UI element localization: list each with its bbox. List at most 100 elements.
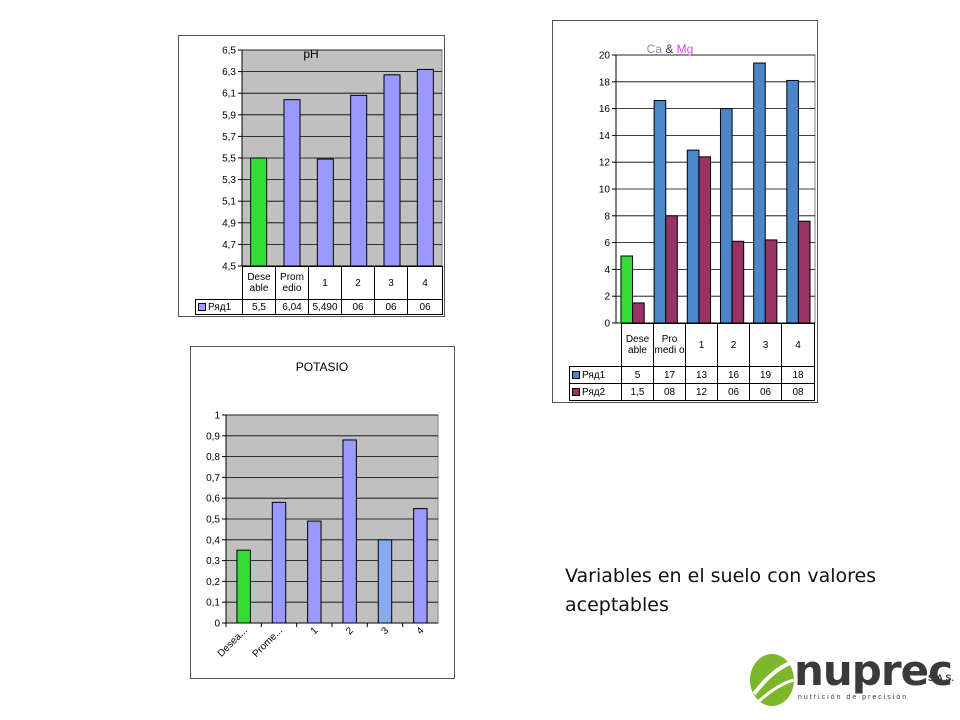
potasio-bar [307, 520, 322, 624]
ph-bar [416, 68, 434, 267]
ca-mg-chart-svg: 0 2 4 6 8 10 12 14 16 18 20 Ca & Mg [599, 42, 816, 330]
ph-category-label: Prom edio [275, 266, 309, 300]
ca-mg-bar [753, 62, 766, 324]
potasio-y-tick-label: 1 [214, 411, 220, 422]
potasio-y-tick-label: 0,2 [206, 577, 220, 588]
ca-mg-y-tick-label: 8 [604, 211, 610, 222]
ca-mg-bar [797, 220, 811, 324]
ca-mg-table-value: 5 [621, 366, 654, 384]
ca-mg-legend-entry: Ряд2 [569, 383, 622, 401]
ca-mg-table-series1-row: Ряд1 5 17 13 16 19 18 [569, 366, 815, 384]
ph-table-value: 6,04 [275, 299, 309, 315]
ca-mg-bar [686, 149, 700, 324]
logo-suffix: S.A.S. [928, 673, 955, 683]
ph-series-name: Ряд1 [208, 301, 232, 313]
ca-mg-table-value: 12 [685, 383, 718, 401]
ph-table-value: 5,490 [308, 299, 342, 315]
ph-y-tick-label: 5,1 [222, 197, 236, 208]
ca-mg-table-category-row: Dese able Pro medi o 1 2 3 4 [570, 323, 815, 367]
potasio-x-tick-label: 1 [309, 625, 321, 637]
ph-y-tick-label: 4,5 [222, 262, 236, 273]
potasio-bar [413, 508, 428, 624]
ca-mg-table-series2-row: Ряд2 1,5 08 12 06 06 08 [569, 383, 815, 401]
ph-y-tick-label: 5,7 [222, 132, 236, 143]
potasio-y-tick-label: 0,6 [206, 494, 220, 505]
potasio-x-tick-label: Desea... [216, 625, 250, 659]
ph-category-label: 1 [308, 266, 342, 300]
ca-mg-category-label: 3 [749, 323, 782, 367]
ca-mg-y-tick-label: 6 [604, 238, 610, 249]
ph-table-value: 06 [341, 299, 375, 315]
ph-y-tick-label: 6,3 [222, 67, 236, 78]
ca-mg-legend-entry: Ряд1 [569, 366, 622, 384]
ph-y-tick-label: 5,9 [222, 110, 236, 121]
potasio-x-tick-label: 2 [344, 625, 356, 637]
ph-bar [316, 158, 334, 267]
potasio-y-tick-label: 0,8 [206, 452, 220, 463]
ca-mg-y-tick-label: 18 [599, 77, 611, 88]
ph-data-table: Dese able Prom edio 1 2 3 4 Ряд1 5,5 6,0… [195, 266, 443, 315]
ca-mg-table-value: 17 [653, 366, 686, 384]
potasio-x-tick-label: 3 [379, 625, 391, 637]
ca-mg-series-name: Ряд1 [582, 369, 606, 381]
ca-mg-category-label: 4 [781, 323, 815, 367]
ca-mg-table-value: 16 [717, 366, 750, 384]
ph-y-tick-label: 6,1 [222, 89, 236, 100]
ca-mg-y-tick-label: 16 [599, 104, 611, 115]
ph-table-series-row: Ряд1 5,5 6,04 5,490 06 06 06 [195, 299, 443, 315]
ca-mg-category-label: 2 [717, 323, 750, 367]
ca-mg-table-value: 13 [685, 366, 718, 384]
ca-mg-bar [665, 215, 678, 324]
ca-mg-y-tick-label: 4 [604, 265, 610, 276]
slide-caption: Variables en el suelo con valores acepta… [565, 565, 877, 616]
ph-table-value: 5,5 [242, 299, 276, 315]
ca-mg-chart: 0 2 4 6 8 10 12 14 16 18 20 Ca & Mg Dese able Pro m… [552, 20, 818, 403]
ca-mg-y-tick-label: 0 [604, 319, 610, 330]
leaf-logo-icon [750, 654, 795, 706]
ph-y-tick-label: 4,9 [222, 218, 236, 229]
ca-mg-data-table: Dese able Pro medi o 1 2 3 4 Ряд1 5 17 1… [569, 323, 815, 401]
ph-chart-svg: 4,5 4,7 4,9 5,1 5,3 5,5 5,7 5,9 6,1 6,3 6,5 pH [222, 46, 443, 273]
potasio-y-tick-label: 0,1 [206, 598, 220, 609]
ph-y-tick-label: 6,5 [222, 46, 236, 57]
ca-mg-bar [786, 79, 799, 324]
ph-chart-title: pH [303, 47, 318, 61]
nuprec-logo: nuprec S.A.S. nutrición de precisión [748, 646, 958, 710]
ca-mg-category-label: Pro medi o [653, 323, 686, 367]
ca-mg-y-tick-label: 12 [599, 158, 611, 169]
ca-mg-table-value: 08 [653, 383, 686, 401]
ph-legend-entry: Ряд1 [195, 299, 243, 315]
potasio-chart: 0 0,1 0,2 0,3 0,4 0,5 0,6 0,7 0,8 0,9 1 POTASIO Dese… [190, 346, 455, 679]
potasio-y-tick-label: 0,5 [206, 515, 220, 526]
ca-mg-table-value: 06 [749, 383, 782, 401]
potasio-bar [377, 539, 393, 624]
ca-mg-category-label: 1 [685, 323, 718, 367]
ph-category-label: Dese able [242, 266, 276, 300]
ca-mg-bar [632, 302, 645, 324]
potasio-chart-title: POTASIO [296, 360, 348, 374]
ca-mg-y-tick-label: 20 [599, 51, 611, 62]
ca-mg-table-value: 08 [781, 383, 815, 401]
ca-mg-title-part: & [662, 42, 677, 56]
logo-tagline: nutrición de precisión [798, 694, 909, 701]
ph-y-tick-label: 5,3 [222, 175, 236, 186]
ca-mg-bar [719, 108, 733, 324]
potasio-y-tick-label: 0,7 [206, 473, 220, 484]
ca-mg-bar [731, 240, 745, 324]
logo-wordmark: nuprec [794, 646, 953, 695]
ca-mg-title-part: Mg [677, 42, 694, 56]
ca-mg-bar [620, 255, 634, 324]
ca-mg-title-part: Ca [647, 42, 663, 56]
ph-category-label: 2 [341, 266, 375, 300]
ph-table-value: 06 [407, 299, 443, 315]
potasio-y-tick-label: 0,9 [206, 431, 220, 442]
ca-mg-series-name: Ряд2 [582, 386, 606, 398]
ph-chart: 4,5 4,7 4,9 5,1 5,3 5,5 5,7 5,9 6,1 6,3 6,5 pH Dese… [178, 35, 445, 317]
potasio-bar [342, 439, 357, 624]
ca-mg-bar [698, 156, 712, 324]
potasio-y-tick-label: 0,4 [206, 535, 220, 546]
potasio-y-tick-label: 0,3 [206, 556, 220, 567]
ca-mg-table-value: 18 [781, 366, 815, 384]
ca-mg-y-tick-label: 2 [604, 292, 610, 303]
ca-mg-bar [764, 239, 778, 324]
